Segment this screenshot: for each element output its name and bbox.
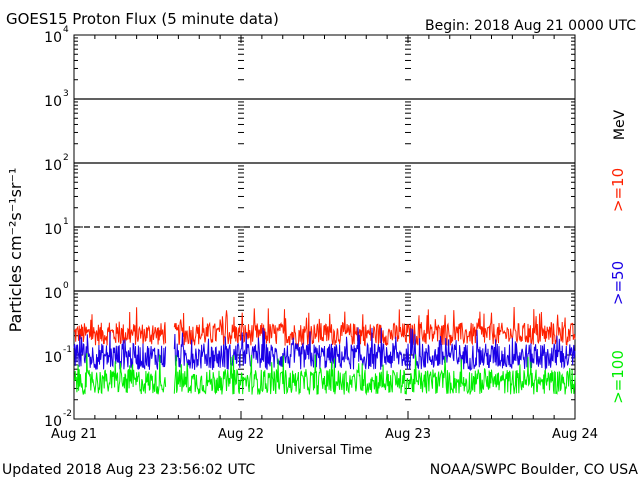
y-tick-exponent: 1 <box>63 217 69 227</box>
flux-series-line <box>73 306 576 348</box>
y-tick-label: 10 <box>44 286 62 302</box>
x-tick-label: Aug 23 <box>385 427 431 442</box>
legend-unit: MeV <box>612 109 628 140</box>
begin-label: Begin: 2018 Aug 21 0000 UTC <box>425 18 636 34</box>
y-tick-label: 10 <box>44 222 62 238</box>
y-tick-label: 10 <box>44 350 62 366</box>
y-axis-title: Particles cm⁻²s⁻¹sr⁻¹ <box>6 168 25 333</box>
y-tick-exponent: 3 <box>63 89 69 99</box>
footer-credit: NOAA/SWPC Boulder, CO USA <box>430 462 639 478</box>
y-tick-exponent: 4 <box>63 25 69 35</box>
x-tick-label: Aug 24 <box>552 427 598 442</box>
legend-entry: >=10 <box>609 168 627 212</box>
y-tick-exponent: -2 <box>63 409 72 419</box>
y-tick-exponent: -1 <box>63 345 72 355</box>
footer-updated: Updated 2018 Aug 23 23:56:02 UTC <box>2 462 255 478</box>
x-axis-title: Universal Time <box>276 443 373 458</box>
x-tick-label: Aug 22 <box>218 427 264 442</box>
legend-entry: >=100 <box>609 350 627 404</box>
legend: MeV >=10 >=50 >=100 <box>609 109 628 403</box>
y-tick-label: 10 <box>44 414 62 430</box>
y-tick-exponent: 0 <box>63 281 69 291</box>
y-tick-label: 10 <box>44 30 62 46</box>
x-tick-label: Aug 21 <box>51 427 97 442</box>
flux-series-line <box>73 353 576 396</box>
chart-title: GOES15 Proton Flux (5 minute data) <box>6 10 279 28</box>
legend-entry: >=50 <box>609 261 627 305</box>
y-tick-exponent: 2 <box>63 153 69 163</box>
y-tick-label: 10 <box>44 94 62 110</box>
y-tick-label: 10 <box>44 158 62 174</box>
